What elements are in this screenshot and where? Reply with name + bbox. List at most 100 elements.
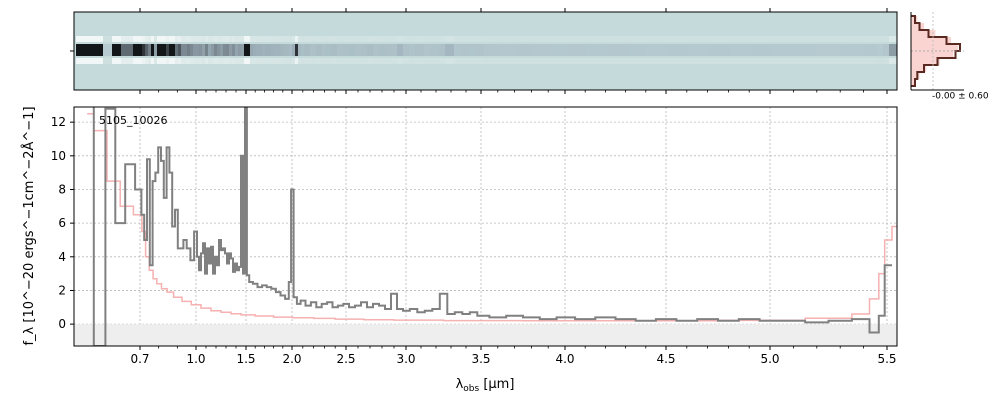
trace-pixel <box>826 44 829 56</box>
trace-pixel <box>742 44 745 56</box>
trace-halo <box>871 36 874 42</box>
trace-pixel <box>298 44 301 56</box>
trace-halo <box>367 58 370 64</box>
trace-halo <box>118 36 121 42</box>
trace-halo <box>784 36 787 42</box>
trace-halo <box>493 36 496 42</box>
trace-halo <box>259 58 262 64</box>
trace-halo <box>262 58 265 64</box>
trace-halo <box>826 58 829 64</box>
trace-halo <box>712 58 715 64</box>
trace-halo <box>388 36 391 42</box>
trace-halo <box>277 58 280 64</box>
trace-pixel <box>652 44 655 56</box>
trace-halo <box>349 58 352 64</box>
y-tick-label: 0 <box>58 317 66 331</box>
trace-pixel <box>544 44 547 56</box>
trace-pixel <box>586 44 589 56</box>
trace-halo <box>94 36 97 42</box>
trace-halo <box>133 36 136 42</box>
trace-halo <box>220 36 223 42</box>
trace-pixel <box>871 44 874 56</box>
trace-halo <box>283 36 286 42</box>
trace-halo <box>487 58 490 64</box>
trace-pixel <box>865 44 868 56</box>
trace-halo <box>580 36 583 42</box>
trace-halo <box>337 58 340 64</box>
trace-pixel <box>250 44 253 56</box>
trace-halo <box>832 36 835 42</box>
trace-pixel <box>361 44 364 56</box>
trace-pixel <box>520 44 523 56</box>
trace-halo <box>160 58 163 64</box>
x-tick-label: 4.0 <box>555 352 574 366</box>
trace-halo <box>616 58 619 64</box>
trace-halo <box>157 36 160 42</box>
trace-pixel <box>103 44 106 56</box>
trace-pixel <box>751 44 754 56</box>
x-tick-label: 1.5 <box>236 352 255 366</box>
trace-halo <box>472 58 475 64</box>
trace-pixel <box>154 44 157 56</box>
trace-halo <box>475 36 478 42</box>
trace-halo <box>130 36 133 42</box>
trace-halo <box>307 58 310 64</box>
trace-halo <box>733 58 736 64</box>
trace-halo <box>358 36 361 42</box>
trace-halo <box>868 36 871 42</box>
trace-halo <box>193 36 196 42</box>
trace-halo <box>406 58 409 64</box>
trace-halo <box>571 58 574 64</box>
trace-halo <box>583 36 586 42</box>
trace-halo <box>604 36 607 42</box>
trace-halo <box>796 36 799 42</box>
x-tick-label: 5.5 <box>877 352 896 366</box>
trace-pixel <box>145 44 148 56</box>
trace-pixel <box>463 44 466 56</box>
trace-halo <box>682 36 685 42</box>
trace-halo <box>880 58 883 64</box>
trace-pixel <box>772 44 775 56</box>
trace-halo <box>127 58 130 64</box>
trace-pixel <box>283 44 286 56</box>
trace-halo <box>130 58 133 64</box>
trace-halo <box>331 36 334 42</box>
trace-halo <box>532 36 535 42</box>
trace-pixel <box>220 44 223 56</box>
trace-halo <box>352 58 355 64</box>
trace-halo <box>604 58 607 64</box>
trace-pixel <box>883 44 886 56</box>
trace-pixel <box>745 44 748 56</box>
trace-pixel <box>334 44 337 56</box>
trace-halo <box>400 36 403 42</box>
trace-pixel <box>79 44 82 56</box>
trace-pixel <box>490 44 493 56</box>
trace-pixel <box>82 44 85 56</box>
trace-pixel <box>676 44 679 56</box>
trace-halo <box>307 36 310 42</box>
trace-pixel <box>469 44 472 56</box>
trace-halo <box>484 58 487 64</box>
trace-halo <box>397 36 400 42</box>
trace-halo <box>145 58 148 64</box>
trace-halo <box>271 36 274 42</box>
trace-pixel <box>400 44 403 56</box>
trace-halo <box>850 36 853 42</box>
trace-halo <box>775 36 778 42</box>
trace-pixel <box>268 44 271 56</box>
trace-pixel <box>766 44 769 56</box>
trace-halo <box>703 36 706 42</box>
trace-halo <box>235 58 238 64</box>
trace-halo <box>187 36 190 42</box>
trace-pixel <box>415 44 418 56</box>
trace-halo <box>643 36 646 42</box>
trace-halo <box>532 58 535 64</box>
trace-halo <box>535 36 538 42</box>
trace-pixel <box>493 44 496 56</box>
trace-halo <box>85 36 88 42</box>
trace-halo <box>844 58 847 64</box>
x-tick-label: 0.7 <box>130 352 149 366</box>
trace-halo <box>235 36 238 42</box>
trace-halo <box>793 36 796 42</box>
